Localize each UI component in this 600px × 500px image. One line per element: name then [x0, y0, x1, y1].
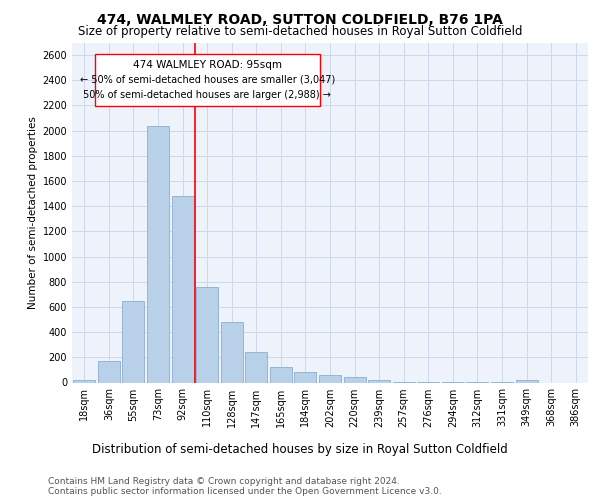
Text: Size of property relative to semi-detached houses in Royal Sutton Coldfield: Size of property relative to semi-detach… [78, 25, 522, 38]
Y-axis label: Number of semi-detached properties: Number of semi-detached properties [28, 116, 38, 309]
Text: Contains HM Land Registry data © Crown copyright and database right 2024.: Contains HM Land Registry data © Crown c… [48, 478, 400, 486]
Bar [172, 196, 194, 382]
Bar [245, 352, 268, 382]
Bar [147, 126, 169, 382]
Bar [98, 361, 120, 382]
Bar [196, 287, 218, 382]
Text: Contains public sector information licensed under the Open Government Licence v3: Contains public sector information licen… [48, 488, 442, 496]
Text: ← 50% of semi-detached houses are smaller (3,047): ← 50% of semi-detached houses are smalle… [80, 75, 335, 85]
Bar [270, 367, 292, 382]
FancyBboxPatch shape [95, 54, 320, 106]
Text: 474, WALMLEY ROAD, SUTTON COLDFIELD, B76 1PA: 474, WALMLEY ROAD, SUTTON COLDFIELD, B76… [97, 12, 503, 26]
Bar [368, 380, 390, 382]
Text: Distribution of semi-detached houses by size in Royal Sutton Coldfield: Distribution of semi-detached houses by … [92, 442, 508, 456]
Bar [515, 380, 538, 382]
Bar [221, 322, 243, 382]
Bar [319, 375, 341, 382]
Bar [73, 380, 95, 382]
Bar [122, 300, 145, 382]
Bar [344, 378, 365, 382]
Text: 50% of semi-detached houses are larger (2,988) →: 50% of semi-detached houses are larger (… [83, 90, 331, 100]
Text: 474 WALMLEY ROAD: 95sqm: 474 WALMLEY ROAD: 95sqm [133, 60, 282, 70]
Bar [295, 372, 316, 382]
